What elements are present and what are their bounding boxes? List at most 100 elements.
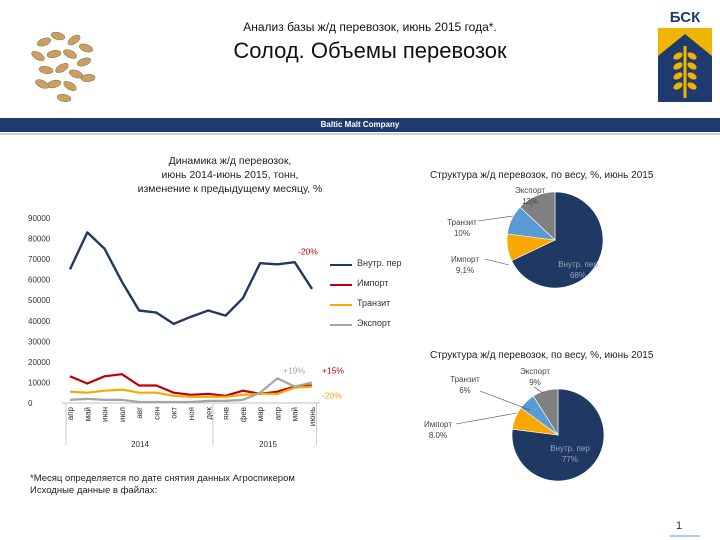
header-band: [0, 118, 720, 132]
line-chart-title-line: изменение к предыдущему месяцу, %: [137, 183, 323, 195]
pie-leader-line: [533, 386, 544, 394]
y-tick-label: 0: [28, 399, 33, 408]
x-tick-label: май: [291, 407, 300, 421]
pie-label: Экспорт: [520, 367, 550, 376]
pie-label: Импорт: [424, 420, 452, 429]
pie-chart-2: Внутр. пер 77% Импорт 8.0% Транзит 6% Экспорт 9…: [424, 367, 605, 482]
legend-swatch: [330, 324, 352, 326]
legend-swatch: [330, 264, 352, 266]
x-tick-label: июнь: [308, 407, 317, 426]
change-annotation: -20%: [298, 246, 318, 256]
line-chart: 0 10000 20000 30000 40000 50000 60000 70000 8000…: [28, 214, 344, 449]
change-annotation: -20%: [322, 391, 342, 401]
x-tick-label: май: [83, 407, 92, 421]
grain-seed: [79, 43, 93, 53]
pie-label: Внутр. пер: [558, 260, 598, 269]
grain-seed: [63, 81, 77, 91]
grain-seed: [77, 57, 91, 67]
series-line: [68, 231, 314, 326]
grain-seed: [50, 31, 66, 41]
x-tick-label: мар: [256, 406, 265, 421]
legend-swatch: [330, 304, 352, 306]
x-tick-label: июл: [118, 407, 127, 422]
pie-value-label: 9.1%: [456, 266, 474, 275]
legend-label: Транзит: [357, 298, 391, 308]
pie1-title: Структура ж/д перевозок, по весу, %, июн…: [430, 170, 654, 181]
line-chart-title-line: Динамика ж/д перевозок,: [168, 155, 292, 167]
footnote-line: *Месяц определяется по дате снятия данны…: [30, 473, 295, 484]
series-line: [69, 377, 313, 404]
y-tick-label: 10000: [28, 378, 51, 387]
pie-value-label: 68%: [570, 271, 586, 280]
pie-value-label: 77%: [562, 455, 578, 464]
legend-label: Экспорт: [357, 318, 391, 328]
series-line: [69, 385, 313, 398]
y-tick-label: 80000: [28, 235, 51, 244]
x-tick-label: янв: [222, 407, 231, 420]
y-tick-label: 50000: [28, 296, 51, 305]
pie-leader-line: [455, 412, 518, 425]
y-tick-label: 70000: [28, 255, 51, 264]
pie2-title: Структура ж/д перевозок, по весу, %, июн…: [430, 350, 654, 361]
x-tick-label: апр: [66, 406, 75, 420]
x-tick-label: сен: [152, 407, 161, 420]
bsk-logo: БСК: [658, 9, 712, 102]
change-annotation: +15%: [322, 365, 344, 375]
pie-chart-1: Внутр. пер 68% Импорт 9.1% Транзит 10% Экспорт…: [447, 186, 604, 289]
grain-seed: [46, 50, 62, 58]
pie-leader-line: [477, 215, 514, 222]
pie-label: Транзит: [447, 218, 477, 227]
series-line: [69, 373, 313, 397]
change-annotation: +19%: [283, 365, 305, 375]
line-chart-title: Динамика ж/д перевозок, июнь 2014-июнь 2…: [80, 154, 380, 196]
grain-seed: [55, 63, 69, 73]
pie-leader-line: [529, 201, 533, 208]
footnote-line: Исходные данные в файлах:: [30, 485, 158, 496]
grain-seed: [35, 79, 49, 89]
legend-swatch: [330, 284, 352, 286]
x-tick-label: авг: [135, 407, 144, 419]
grain-seed: [37, 37, 51, 47]
y-tick-label: 40000: [28, 317, 51, 326]
pie-slice: [532, 388, 559, 437]
x-tick-label: апр: [273, 406, 282, 420]
grain-seed: [67, 34, 81, 46]
pie-leader-line: [484, 258, 510, 266]
grain-seed: [38, 66, 54, 74]
pie-label: Импорт: [451, 255, 479, 264]
y-tick-label: 60000: [28, 276, 51, 285]
pie-slice: [519, 191, 556, 241]
y-tick-label: 20000: [28, 358, 51, 367]
pie-value-label: 8.0%: [429, 431, 447, 440]
pie-leader-line: [479, 390, 531, 411]
logo-text: БСК: [670, 9, 701, 26]
footnote: *Месяц определяется по дате снятия данны…: [30, 473, 360, 497]
pie-label: Экспорт: [515, 186, 545, 195]
pie-label: Внутр. пер: [550, 444, 590, 453]
page-title: Солод. Объемы перевозок: [233, 38, 507, 63]
pie-slice: [511, 191, 604, 289]
grain-seed: [80, 74, 96, 82]
line-chart-title-line: июнь 2014-июнь 2015, тонн,: [161, 169, 299, 181]
grain-seed: [31, 51, 45, 61]
grain-seed: [63, 49, 77, 59]
x-tick-label: ноя: [187, 407, 196, 420]
x-tick-label: окт: [170, 407, 179, 419]
page-number: 1: [676, 520, 683, 532]
legend-label: Импорт: [357, 278, 389, 288]
year-label-2014: 2014: [131, 440, 149, 449]
pie-value-label: 10%: [454, 229, 470, 238]
y-tick-label: 90000: [28, 214, 51, 223]
pie-label: Транзит: [450, 375, 480, 384]
pie-value-label: 13%: [522, 197, 538, 206]
x-tick-label: дек: [204, 407, 213, 420]
page-subtitle: Анализ базы ж/д перевозок, июнь 2015 год…: [243, 20, 497, 34]
band-divider: [0, 133, 720, 135]
y-tick-label: 30000: [28, 337, 51, 346]
company-name: Baltic Malt Company: [320, 120, 400, 129]
grain-image: [31, 31, 96, 102]
pie-value-label: 9%: [529, 378, 541, 387]
page-underline: [670, 535, 700, 537]
x-tick-label: фев: [239, 407, 248, 422]
grain-seed: [46, 79, 62, 89]
